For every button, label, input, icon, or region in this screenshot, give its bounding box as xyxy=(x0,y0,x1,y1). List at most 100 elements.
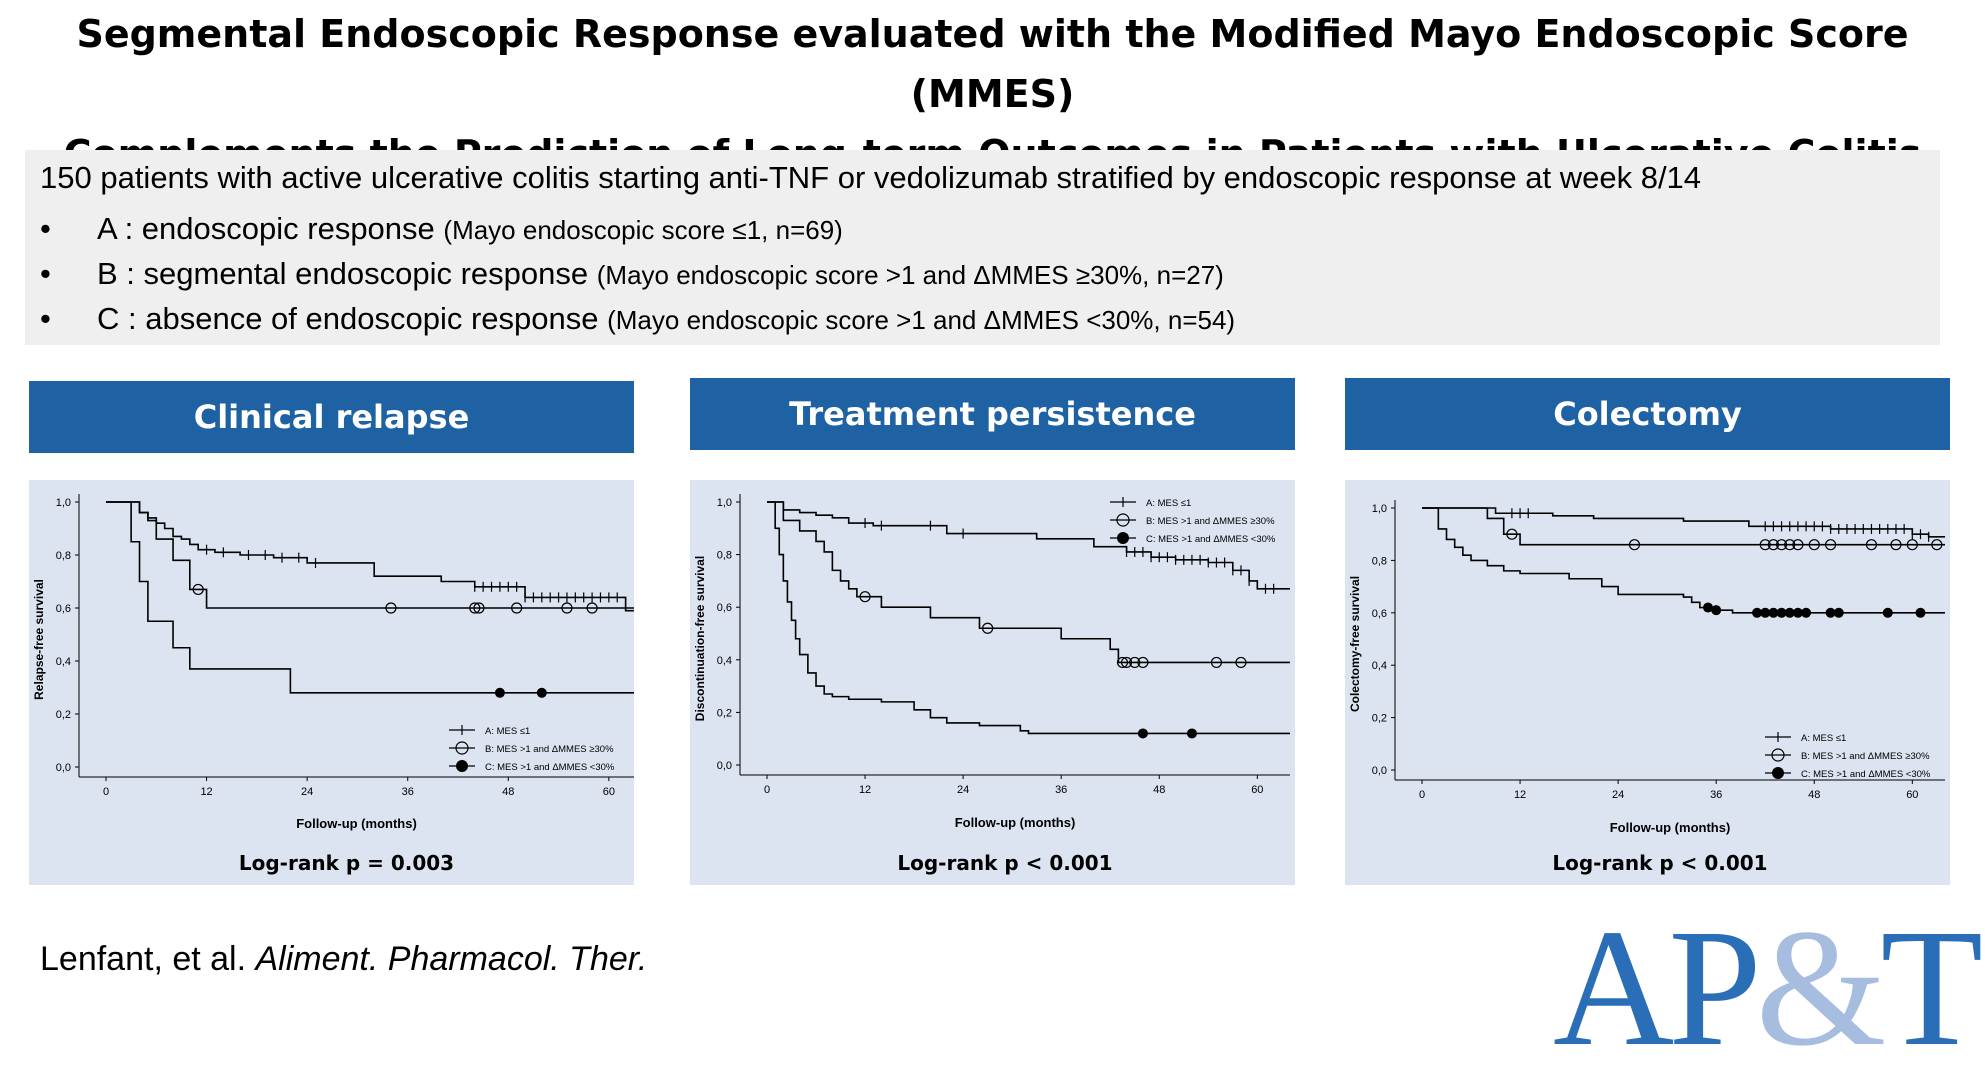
x-axis-label: Follow-up (months) xyxy=(296,816,417,831)
x-tick-label: 60 xyxy=(603,786,615,798)
x-tick-label: 0 xyxy=(103,786,109,798)
x-tick-label: 12 xyxy=(1514,789,1526,801)
censor-mark-c xyxy=(1760,607,1771,618)
legend-label-c: C: MES >1 and ΔMMES <30% xyxy=(1146,534,1276,545)
censor-mark-c xyxy=(1776,607,1787,618)
colectomy-header: Colectomy xyxy=(1345,378,1950,450)
censor-mark-c xyxy=(1833,607,1844,618)
censor-mark-b xyxy=(1865,539,1878,551)
logo-part-1: AP xyxy=(1553,895,1762,1081)
x-tick-label: 24 xyxy=(301,786,313,798)
colectomy-panel: 0,0 0,2 0,4 0,6 0,8 1,0 0 12 24 36 48 60 Colectomy-f… xyxy=(1345,480,1950,885)
clinical-relapse-chart: 0,0 0,2 0,4 0,6 0,8 1,0 0 12 24 36 48 60 Relapse-fre… xyxy=(32,494,634,875)
censor-mark-b xyxy=(1235,656,1247,669)
censor-mark-b xyxy=(561,602,573,614)
study-intro: 150 patients with active ulcerative coli… xyxy=(40,160,1702,195)
censor-mark-b xyxy=(1120,656,1133,669)
censor-mark-b xyxy=(1767,539,1779,551)
x-tick-label: 12 xyxy=(200,786,212,798)
y-tick-label: 0,4 xyxy=(56,656,71,668)
group-b-detail: (Mayo endoscopic score >1 and ΔMMES ≥30%… xyxy=(596,260,1224,290)
title-line-1: Segmental Endoscopic Response evaluated … xyxy=(76,12,1909,116)
x-tick-label: 36 xyxy=(402,786,414,798)
x-tick-label: 24 xyxy=(957,784,969,796)
censor-mark-c xyxy=(1186,728,1197,739)
y-tick-label: 0,4 xyxy=(717,655,732,667)
censor-mark-b xyxy=(1759,539,1771,551)
group-item-a: • A : endoscopic response (Mayo endoscopi… xyxy=(40,206,1235,251)
clinical-relapse-panel: 0,0 0,2 0,4 0,6 0,8 1,0 0 12 24 36 48 60 Relapse-fre… xyxy=(29,480,634,885)
x-tick-label: 60 xyxy=(1251,784,1263,796)
series-c-line xyxy=(1422,507,1945,614)
y-tick-label: 0,8 xyxy=(717,550,732,562)
series-a-line xyxy=(106,501,634,612)
group-a-detail: (Mayo endoscopic score ≤1, n=69) xyxy=(443,215,843,245)
y-tick-label: 1,0 xyxy=(717,497,732,509)
censor-mark-c xyxy=(1752,607,1763,618)
censor-mark-b xyxy=(511,602,523,614)
group-item-b: • B : segmental endoscopic response (Mayo… xyxy=(40,251,1235,296)
y-tick-label: 0,0 xyxy=(56,762,71,774)
log-rank-label: Log-rank p = 0.003 xyxy=(239,851,454,875)
legend-label-b: B: MES >1 and ΔMMES ≥30% xyxy=(1146,516,1275,527)
group-list: • A : endoscopic response (Mayo endoscopi… xyxy=(40,206,1235,341)
y-tick-label: 0,8 xyxy=(1372,555,1387,567)
series-c-line xyxy=(767,501,1290,735)
x-tick-label: 36 xyxy=(1710,789,1722,801)
study-summary-box: 150 patients with active ulcerative coli… xyxy=(25,150,1940,345)
y-tick-label: 0,8 xyxy=(56,550,71,562)
clinical-relapse-header: Clinical relapse xyxy=(29,381,634,453)
treatment-persistence-panel: 0,0 0,2 0,4 0,6 0,8 1,0 0 12 24 36 48 60 Discontinua… xyxy=(690,480,1295,885)
censor-mark-b xyxy=(1775,539,1788,551)
censor-mark-b xyxy=(859,591,871,603)
bullet-icon: • xyxy=(40,256,51,291)
x-tick-label: 48 xyxy=(1808,789,1820,801)
y-tick-label: 0,2 xyxy=(717,707,732,719)
x-tick-label: 48 xyxy=(1153,784,1165,796)
censor-mark-b xyxy=(1808,539,1820,551)
x-axis-label: Follow-up (months) xyxy=(955,815,1076,830)
citation: Lenfant, et al. Aliment. Pharmacol. Ther… xyxy=(40,940,647,979)
legend-marker-c xyxy=(1117,532,1129,544)
y-tick-label: 1,0 xyxy=(56,497,71,509)
log-rank-label: Log-rank p < 0.001 xyxy=(897,851,1112,875)
censor-mark-c xyxy=(1703,602,1714,613)
y-tick-label: 0,2 xyxy=(56,709,71,721)
censor-mark-c xyxy=(1711,605,1722,616)
logo-ampersand: & xyxy=(1755,895,1887,1081)
censor-mark-b xyxy=(192,583,204,596)
censor-mark-c xyxy=(1882,607,1893,618)
log-rank-label: Log-rank p < 0.001 xyxy=(1552,851,1767,875)
y-axis-label: Discontinuation-free survival xyxy=(693,556,707,721)
y-tick-label: 0,6 xyxy=(56,603,71,615)
x-tick-label: 24 xyxy=(1612,789,1624,801)
x-tick-label: 36 xyxy=(1055,784,1067,796)
group-b-label: B : segmental endoscopic response xyxy=(97,256,589,291)
journal-logo: AP&T xyxy=(1553,904,1983,1072)
x-tick-label: 48 xyxy=(502,786,514,798)
legend-label-c: C: MES >1 and ΔMMES <30% xyxy=(1801,769,1931,780)
citation-journal: Aliment. Pharmacol. Ther. xyxy=(255,940,648,978)
censor-mark-c xyxy=(1784,607,1795,618)
y-tick-label: 1,0 xyxy=(1372,503,1387,515)
legend-marker-b xyxy=(1116,513,1130,527)
legend-label-a: A: MES ≤1 xyxy=(485,726,530,737)
censor-mark-b xyxy=(1931,539,1943,551)
legend-marker-c xyxy=(456,760,468,772)
censor-mark-c xyxy=(536,687,547,698)
group-c-label: C : absence of endoscopic response xyxy=(97,301,599,336)
x-tick-label: 60 xyxy=(1906,789,1918,801)
legend-marker-c xyxy=(1772,767,1784,779)
censor-mark-b xyxy=(385,602,397,614)
censor-mark-c xyxy=(1825,607,1836,618)
censor-mark-c xyxy=(1768,607,1779,618)
series-a-line xyxy=(1422,507,1945,538)
censor-mark-c xyxy=(1801,607,1812,618)
censor-mark-b xyxy=(982,622,994,634)
x-tick-label: 0 xyxy=(764,784,770,796)
censor-mark-b xyxy=(473,602,485,614)
legend-label-a: A: MES ≤1 xyxy=(1146,498,1191,509)
censor-mark-b xyxy=(1129,656,1141,669)
censor-mark-c xyxy=(1137,728,1148,739)
censor-mark-b xyxy=(1506,528,1518,540)
